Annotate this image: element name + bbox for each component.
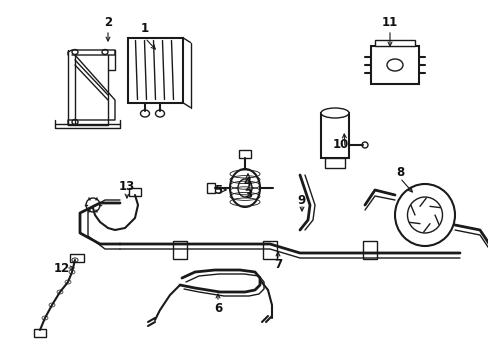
Bar — [70, 254, 84, 262]
Bar — [34, 329, 46, 337]
Text: 12: 12 — [54, 261, 70, 274]
Ellipse shape — [238, 179, 251, 197]
Text: 11: 11 — [381, 15, 397, 28]
Ellipse shape — [102, 49, 108, 54]
Ellipse shape — [69, 270, 75, 274]
Ellipse shape — [65, 280, 71, 284]
Text: 5: 5 — [213, 184, 222, 197]
Ellipse shape — [155, 110, 164, 117]
Bar — [370, 46, 418, 84]
Bar — [362, 241, 376, 259]
Text: 10: 10 — [332, 139, 348, 152]
Ellipse shape — [386, 59, 402, 71]
Ellipse shape — [86, 198, 100, 212]
Ellipse shape — [361, 142, 367, 148]
Ellipse shape — [49, 303, 55, 307]
Bar — [173, 241, 186, 259]
Text: 8: 8 — [395, 166, 403, 179]
Bar — [263, 241, 276, 259]
Bar — [374, 40, 414, 46]
Text: 9: 9 — [297, 194, 305, 207]
Bar — [325, 158, 345, 168]
Text: 13: 13 — [119, 180, 135, 193]
Ellipse shape — [229, 169, 260, 207]
Text: 7: 7 — [273, 258, 282, 271]
Ellipse shape — [42, 316, 48, 320]
Bar — [127, 37, 182, 103]
Text: 6: 6 — [213, 302, 222, 315]
Bar — [206, 183, 215, 193]
Ellipse shape — [72, 258, 78, 262]
Ellipse shape — [394, 184, 454, 246]
Ellipse shape — [140, 110, 149, 117]
Bar — [239, 150, 250, 158]
Text: 2: 2 — [104, 15, 112, 28]
Ellipse shape — [72, 49, 78, 54]
Ellipse shape — [72, 120, 78, 125]
Ellipse shape — [57, 290, 63, 294]
Ellipse shape — [407, 197, 442, 233]
Ellipse shape — [72, 258, 78, 262]
Ellipse shape — [320, 108, 348, 118]
Bar — [320, 112, 348, 158]
Bar — [129, 188, 141, 196]
Text: 4: 4 — [244, 175, 252, 189]
Text: 1: 1 — [141, 22, 149, 35]
Text: 3: 3 — [244, 189, 251, 202]
